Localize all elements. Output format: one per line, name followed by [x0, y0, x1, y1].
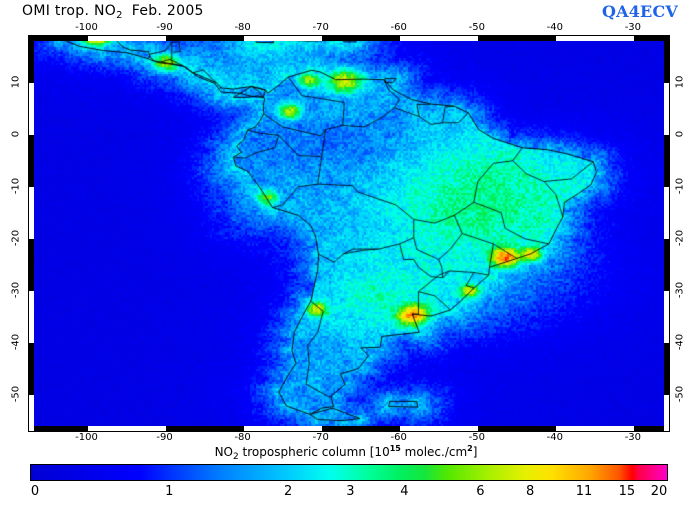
y-tick-label-left: 10 — [10, 75, 22, 89]
cbar-mid: tropospheric column [10 — [238, 445, 390, 459]
y-tick-label-right: 0 — [674, 130, 686, 137]
x-tick-label-top: -100 — [75, 22, 98, 33]
y-tick-label-left: -10 — [10, 177, 22, 194]
x-tick-label-top: -90 — [156, 22, 173, 33]
x-tick-label-bottom: -50 — [468, 432, 485, 443]
colorbar-tick-label: 6 — [476, 484, 485, 499]
colorbar-title: NO2 tropospheric column [1015 molec./cm2… — [215, 444, 478, 462]
qa4ecv-logo: QA4ECV — [601, 2, 678, 21]
colorbar-tick-label: 3 — [346, 484, 355, 499]
y-tick-label-left: -30 — [10, 281, 22, 298]
cbar-exponent: 15 — [389, 444, 401, 453]
x-tick-label-top: -70 — [312, 22, 329, 33]
y-tick-label-right: -20 — [674, 229, 686, 246]
cbar-subscript: 2 — [233, 452, 239, 462]
x-tick-label-top: -60 — [390, 22, 407, 33]
cbar-species: NO — [214, 445, 233, 459]
title-species: OMI trop. NO — [22, 3, 117, 19]
x-tick-label-bottom: -90 — [156, 432, 173, 443]
title-period: Feb. 2005 — [131, 3, 204, 19]
x-tick-label-bottom: -100 — [75, 432, 98, 443]
x-tick-label-bottom: -40 — [546, 432, 563, 443]
colorbar-tick-label: 15 — [618, 484, 636, 499]
no2-heatmap-canvas — [29, 36, 669, 431]
x-tick-label-top: -80 — [234, 22, 251, 33]
x-tick-label-bottom: -60 — [390, 432, 407, 443]
y-tick-label-right: -50 — [674, 385, 686, 402]
x-tick-label-top: -50 — [468, 22, 485, 33]
colorbar-tick-label: 20 — [650, 484, 668, 499]
colorbar-tick-label: 1 — [165, 484, 174, 499]
colorbar-tick-label: 0 — [30, 484, 40, 499]
colorbar-tick-label: 11 — [575, 484, 593, 499]
page-title: OMI trop. NO2 Feb. 2005 — [22, 3, 204, 21]
colorbar-tick-label: 4 — [400, 484, 409, 499]
cbar-close: ] — [472, 445, 478, 459]
colorbar-tick-label: 8 — [525, 484, 535, 499]
map-panel[interactable] — [28, 35, 670, 432]
x-tick-label-bottom: -30 — [624, 432, 642, 443]
colorbar-tick-label: 2 — [283, 484, 293, 499]
y-tick-label-right: -30 — [674, 281, 686, 298]
colorbar — [30, 464, 668, 481]
y-tick-label-left: -40 — [10, 333, 22, 350]
y-tick-label-left: -50 — [10, 385, 22, 402]
cbar-units-exponent: 2 — [467, 444, 473, 453]
title-subscript: 2 — [116, 10, 123, 21]
y-tick-label-right: 10 — [674, 75, 686, 89]
x-tick-label-bottom: -80 — [234, 432, 251, 443]
x-tick-label-bottom: -70 — [312, 432, 329, 443]
x-tick-label-top: -40 — [546, 22, 563, 33]
y-tick-label-right: -10 — [674, 177, 686, 194]
x-tick-label-top: -30 — [624, 22, 642, 33]
y-tick-label-left: -20 — [10, 229, 22, 246]
y-tick-label-left: 0 — [10, 130, 22, 137]
y-tick-label-right: -40 — [674, 333, 686, 350]
cbar-units: molec./cm — [400, 445, 468, 459]
colorbar-gradient — [31, 465, 667, 480]
